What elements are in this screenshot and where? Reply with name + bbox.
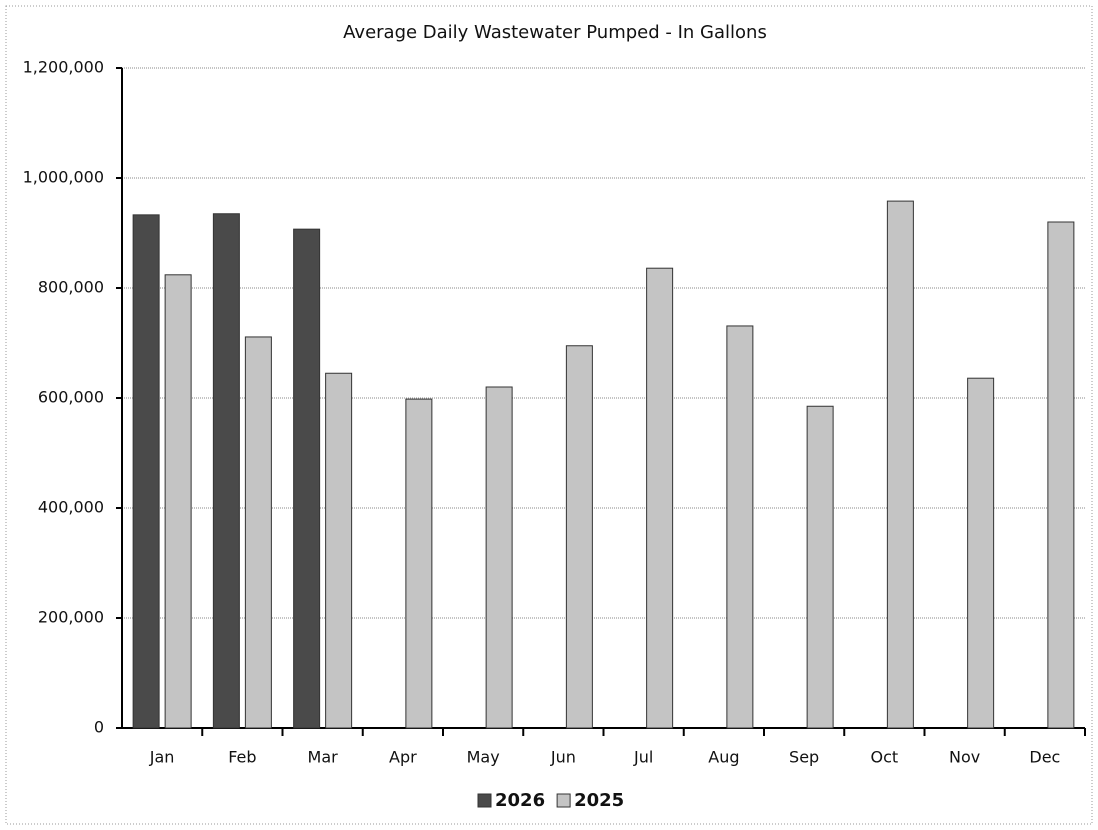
bar (967, 377, 995, 729)
y-tick-label: 600,000 (38, 388, 104, 407)
chart-title: Average Daily Wastewater Pumped - In Gal… (343, 22, 767, 43)
bar (1047, 221, 1075, 729)
x-tick-label: Jul (633, 748, 653, 767)
bar (244, 336, 272, 729)
bar (485, 386, 513, 729)
x-tick-label: May (467, 748, 500, 767)
bar (565, 345, 593, 729)
x-tick-label: Jun (550, 748, 576, 767)
bar (164, 274, 192, 729)
y-tick-label: 200,000 (38, 608, 104, 627)
x-tick-label: Dec (1029, 748, 1060, 767)
x-tick-label: Nov (949, 748, 980, 767)
x-tick-label: Sep (789, 748, 819, 767)
y-tick-label: 400,000 (38, 498, 104, 517)
bar (293, 228, 321, 729)
chart-border (5, 5, 1093, 825)
y-tick-label: 1,000,000 (23, 168, 104, 187)
bar (212, 213, 240, 729)
bar (806, 405, 834, 729)
x-tick-label: Feb (228, 748, 256, 767)
x-tick-label: Jan (149, 748, 175, 767)
bar (646, 267, 674, 729)
x-tick-label: Aug (708, 748, 739, 767)
legend-text: 2026 (495, 790, 545, 811)
x-tick-label: Mar (308, 748, 339, 767)
y-tick-label: 800,000 (38, 278, 104, 297)
bar (325, 372, 353, 729)
legend-swatch (477, 793, 492, 808)
x-tick-label: Oct (871, 748, 899, 767)
bar (886, 200, 914, 729)
legend-swatch (556, 793, 571, 808)
bar (726, 325, 754, 729)
bar (405, 398, 433, 729)
y-tick-label: 1,200,000 (23, 58, 104, 77)
bar (132, 214, 160, 729)
x-tick-label: Apr (389, 748, 417, 767)
legend-text: 2025 (574, 790, 624, 811)
y-tick-label: 0 (94, 718, 104, 737)
